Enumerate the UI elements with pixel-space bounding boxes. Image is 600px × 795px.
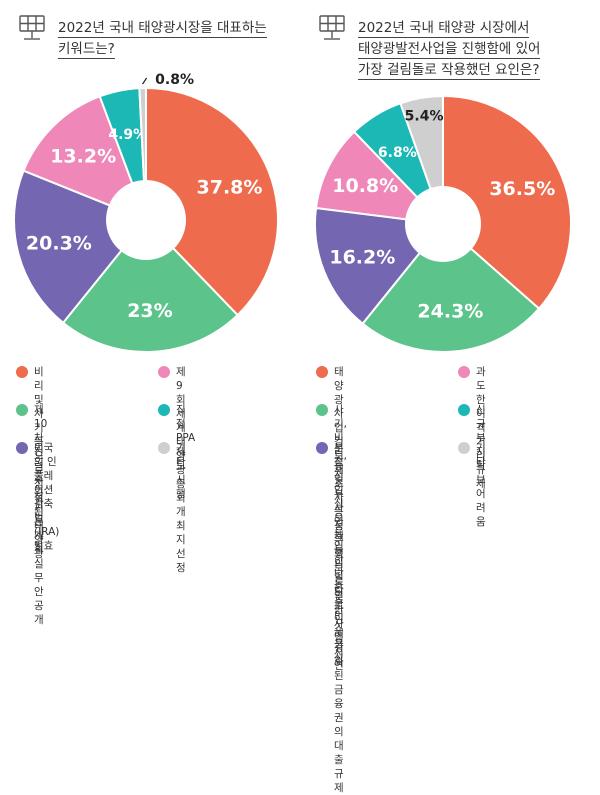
legend-swatch — [158, 404, 170, 416]
pie-chart: 37.8% 23% 20.3% 13.2% 4.9% 0.8% — [13, 72, 279, 353]
donut-hole — [405, 186, 481, 262]
slice-value-label: 20.3% — [26, 233, 92, 255]
slice-value-label: 23% — [127, 300, 172, 322]
legend-swatch — [458, 442, 470, 454]
title-line: 2022년 국내 태양광시장을 대표하는 — [58, 20, 267, 38]
legend-swatch — [316, 442, 328, 454]
question-title: 2022년 국내 태양광 시장에서 태양광발전사업을 진행함에 있어 가장 걸림… — [358, 18, 541, 81]
legend-swatch — [158, 366, 170, 378]
slice-value-label: 0.8% — [155, 72, 194, 88]
slice-value-label: 16.2% — [329, 247, 395, 269]
title-line: 태양광발전사업을 진행함에 있어 — [358, 41, 541, 59]
slice-value-label: 36.5% — [489, 178, 555, 200]
legend-label: 기타 — [176, 442, 186, 468]
legend-swatch — [158, 442, 170, 454]
legend-swatch — [16, 404, 28, 416]
pie-slice — [361, 222, 541, 353]
legend-label: 기타 — [476, 442, 486, 468]
pie-slice — [22, 95, 148, 222]
donut-hole — [106, 180, 186, 260]
slice-value-label: 4.9% — [108, 127, 147, 143]
question-title: 2022년 국내 태양광시장을 대표하는 키워드는? — [58, 18, 267, 60]
title-line: 가장 걸림돌로 작용했던 요인은? — [358, 62, 540, 80]
solar-panel-icon — [19, 15, 45, 40]
title-line: 2022년 국내 태양광 시장에서 — [358, 20, 530, 38]
pie-chart: 36.5% 24.3% 16.2% 10.8% 6.8% 5.4% — [314, 94, 572, 353]
slice-value-label: 10.8% — [332, 175, 398, 197]
legend-swatch — [16, 366, 28, 378]
leader-line — [141, 77, 148, 85]
pie-slice — [61, 218, 239, 353]
slice-value-label: 13.2% — [50, 146, 116, 168]
legend-swatch — [316, 404, 328, 416]
legend-swatch — [16, 442, 28, 454]
slice-value-label: 37.8% — [197, 176, 263, 198]
slice-value-label: 6.8% — [378, 145, 417, 161]
slice-value-label: 24.3% — [417, 301, 483, 323]
legend-swatch — [316, 366, 328, 378]
legend-label: 미국의 인플레이션 감축법(IRA) 발효 — [34, 442, 60, 552]
legend-swatch — [458, 366, 470, 378]
left-chart-panel: 2022년 국내 태양광시장을 대표하는 키워드는? 37.8% 23% 20.3%… — [0, 0, 300, 626]
slice-value-label: 5.4% — [405, 109, 444, 125]
pie-slice — [314, 130, 446, 226]
legend-label: 부정적 인식으로 인한 낮은 주민수용성 — [334, 442, 344, 664]
pie-slice — [442, 94, 572, 311]
legend-swatch — [458, 404, 470, 416]
title-line: 키워드는? — [58, 41, 115, 59]
right-chart-panel: 2022년 국내 태양광 시장에서 태양광발전사업을 진행함에 있어 가장 걸림… — [300, 0, 600, 794]
legend: 비리 및 사기 등으로 점철된 태양광 제9회 세계태양광총회 개최지 선정 제10… — [0, 360, 300, 626]
pie-slice — [145, 86, 279, 317]
solar-panel-icon — [319, 15, 345, 40]
legend: 태양광사업 검토, 재조사 등 정부 행보로 인한 사업 지연 과도한 이격거리 … — [300, 360, 600, 794]
